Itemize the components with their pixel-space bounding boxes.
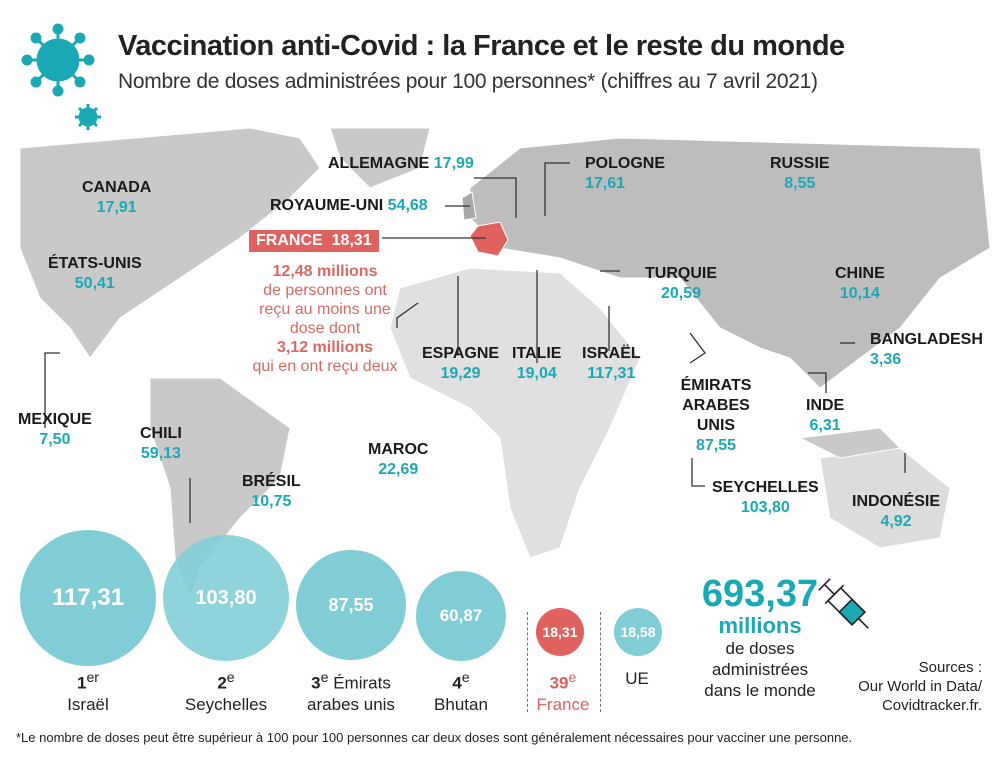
rank-2: 2e Seychelles bbox=[184, 670, 268, 714]
ranking-circle-1: 117,31 bbox=[20, 530, 156, 666]
ranking-circle-3: 87,55 bbox=[296, 550, 406, 660]
france-note: 12,48 millions de personnes ont reçu au m… bbox=[252, 263, 398, 375]
indonesia bbox=[798, 427, 902, 459]
europe-asia bbox=[469, 137, 991, 389]
label-emirats: ÉMIRATS ARABES UNIS 87,55 bbox=[680, 377, 752, 454]
world-map bbox=[19, 128, 991, 600]
label-chine: CHINE 10,14 bbox=[835, 265, 885, 302]
sources: Sources : Our World in Data/Covidtracker.… bbox=[858, 659, 982, 714]
france-shape bbox=[469, 221, 509, 257]
north-america bbox=[19, 128, 321, 359]
label-espagne: ESPAGNE 19,29 bbox=[422, 345, 500, 382]
label-usa: ÉTATS-UNIS 50,41 bbox=[48, 255, 142, 292]
label-pologne: POLOGNE 17,61 bbox=[585, 155, 666, 192]
rank-3: 3e Émirats arabes unis bbox=[307, 670, 395, 714]
label-italie: ITALIE 19,04 bbox=[512, 345, 562, 382]
label-bangladesh: BANGLADESH 3,36 bbox=[870, 331, 983, 368]
label-allemagne: ALLEMAGNE 17,99 bbox=[328, 155, 474, 172]
ranking-circle-france: 18,31 bbox=[536, 608, 584, 656]
label-inde: INDE 6,31 bbox=[806, 397, 845, 434]
rank-france: 39e France bbox=[536, 670, 590, 714]
label-israel: ISRAËL 117,31 bbox=[582, 345, 641, 382]
rank-4: 4e Bhutan bbox=[434, 670, 488, 714]
label-maroc: MAROC 22,69 bbox=[368, 441, 429, 478]
divider bbox=[527, 612, 528, 712]
divider bbox=[600, 612, 601, 712]
world-total: 693,37 millions de doses administrées da… bbox=[701, 573, 819, 700]
label-russie: RUSSIE 8,55 bbox=[770, 155, 830, 192]
label-chili: CHILI 59,13 bbox=[140, 425, 182, 462]
syringe-icon bbox=[818, 578, 869, 629]
label-mexique: MEXIQUE 7,50 bbox=[18, 411, 92, 448]
label-royaume-uni: ROYAUME-UNI 54,68 bbox=[270, 197, 428, 214]
label-bresil: BRÉSIL 10,75 bbox=[242, 473, 301, 510]
africa bbox=[389, 267, 641, 559]
label-canada: CANADA 17,91 bbox=[82, 179, 152, 216]
ranking-circle-4: 60,87 bbox=[416, 571, 506, 661]
ranking-circle-2: 103,80 bbox=[163, 535, 289, 661]
virus-icon bbox=[21, 23, 101, 130]
rank-ue: UE bbox=[625, 669, 649, 688]
greenland bbox=[329, 128, 431, 189]
ranking-circle-ue: 18,58 bbox=[614, 608, 662, 656]
france-label: FRANCE 18,31 bbox=[249, 230, 379, 252]
label-seychelles: SEYCHELLES 103,80 bbox=[712, 479, 819, 516]
footnote: *Le nombre de doses peut être supérieur … bbox=[16, 730, 853, 745]
rank-1: 1er Israël bbox=[67, 670, 109, 714]
label-turquie: TURQUIE 20,59 bbox=[645, 265, 717, 302]
label-indonesie: INDONÉSIE 4,92 bbox=[852, 493, 941, 530]
page-title: Vaccination anti-Covid : la France et le… bbox=[118, 30, 845, 62]
page-subtitle: Nombre de doses administrées pour 100 pe… bbox=[118, 70, 818, 93]
